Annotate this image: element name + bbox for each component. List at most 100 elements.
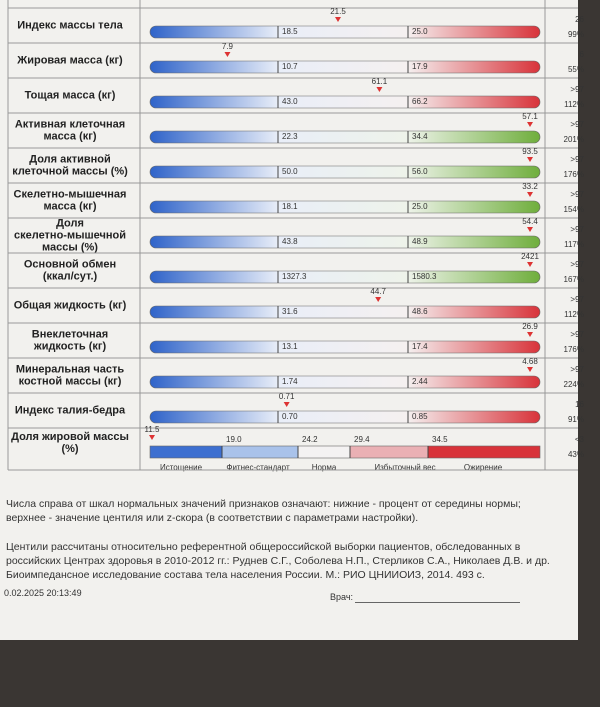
scale-bar bbox=[149, 200, 541, 214]
threshold-label: 29.4 bbox=[354, 435, 370, 444]
scale-bar bbox=[149, 375, 541, 389]
row-label: скелетно-мышечной bbox=[14, 229, 126, 241]
row-label: масса (кг) bbox=[43, 200, 96, 212]
row-label: Доля bbox=[56, 217, 84, 229]
marker bbox=[376, 87, 383, 92]
scale-bar bbox=[149, 410, 541, 424]
row-label: массы (%) bbox=[42, 241, 98, 253]
marker-value: 61.1 bbox=[372, 77, 388, 86]
norm-high-label: 2.44 bbox=[412, 377, 428, 386]
row-label: Общая жидкость (кг) bbox=[14, 299, 127, 311]
marker-value: 2421 bbox=[521, 252, 539, 261]
norm-low-label: 18.1 bbox=[282, 202, 298, 211]
marker bbox=[527, 227, 533, 232]
percent-of-norm: 176% bbox=[564, 170, 584, 179]
marker-value: 7.9 bbox=[222, 42, 234, 51]
fat-segment bbox=[428, 446, 540, 458]
percent-of-norm: 99% bbox=[568, 30, 584, 39]
percent-of-norm: 91% bbox=[568, 415, 584, 424]
scale-bar bbox=[149, 165, 541, 179]
scale-bar bbox=[149, 340, 541, 354]
percentile: >97 bbox=[570, 365, 584, 374]
marker bbox=[335, 17, 341, 22]
marker bbox=[527, 192, 533, 197]
norm-low-label: 1.74 bbox=[282, 377, 298, 386]
marker-value: 11.5 bbox=[145, 425, 161, 434]
category-label: Норма bbox=[312, 463, 337, 472]
percentile: >97 bbox=[570, 330, 584, 339]
threshold-label: 19.0 bbox=[226, 435, 242, 444]
marker bbox=[224, 52, 231, 57]
marker-value: 0.71 bbox=[279, 392, 295, 401]
scale-bar bbox=[149, 130, 541, 144]
percent-of-norm: 201% bbox=[564, 135, 584, 144]
norm-low-label: 22.3 bbox=[282, 132, 298, 141]
doctor: Врач: bbox=[330, 592, 354, 602]
percent-of-norm: 154% bbox=[564, 205, 584, 214]
percentile: 6 bbox=[580, 50, 585, 59]
percentile: >97 bbox=[570, 260, 584, 269]
fat-segment bbox=[298, 446, 350, 458]
norm-high-label: 56.0 bbox=[412, 167, 428, 176]
fat-segment bbox=[150, 446, 222, 458]
marker-value: 93.5 bbox=[522, 147, 538, 156]
percentile: <3 bbox=[575, 435, 585, 444]
row-label: Минеральная часть bbox=[16, 363, 125, 375]
marker-value: 44.7 bbox=[370, 287, 386, 296]
scale-bar bbox=[149, 270, 541, 284]
row-label: жидкость (кг) bbox=[33, 340, 107, 352]
marker-value: 57.1 bbox=[522, 112, 538, 121]
marker bbox=[527, 262, 533, 267]
row-label: Внеклеточная bbox=[32, 328, 108, 340]
marker-value: 54.4 bbox=[522, 217, 538, 226]
row-label: костной массы (кг) bbox=[19, 375, 122, 387]
note: Центили рассчитаны относительно референт… bbox=[6, 541, 550, 581]
threshold-label: 34.5 bbox=[432, 435, 448, 444]
row-label: (ккал/сут.) bbox=[43, 270, 98, 282]
norm-low-label: 13.1 bbox=[282, 342, 298, 351]
percentile: >97 bbox=[570, 120, 584, 129]
row-label: Основной обмен bbox=[24, 258, 116, 270]
percent-of-norm: 176% bbox=[564, 345, 584, 354]
percent-of-norm: 55% bbox=[568, 65, 584, 74]
report-table: Индекс массы тела 18.5 25.0 21.5 26 99% Жирова… bbox=[7, 0, 585, 473]
percentile: >97 bbox=[570, 225, 584, 234]
row-label: Тощая масса (кг) bbox=[25, 89, 116, 101]
marker bbox=[527, 332, 533, 337]
datetime: 0.02.2025 20:13:49 bbox=[4, 588, 82, 598]
norm-high-label: 17.4 bbox=[412, 342, 428, 351]
percent-of-norm: 112% bbox=[564, 310, 584, 319]
fat-segment bbox=[222, 446, 298, 458]
row-label: Скелетно-мышечная bbox=[14, 188, 127, 200]
row-label: клеточной массы (%) bbox=[12, 165, 128, 177]
row-label: (%) bbox=[61, 443, 78, 455]
marker-value: 26.9 bbox=[522, 322, 538, 331]
percentile: 16 bbox=[575, 400, 584, 409]
percentile: >97 bbox=[570, 155, 584, 164]
paper: Индекс массы тела 18.5 25.0 21.5 26 99% Жирова… bbox=[0, 0, 578, 640]
percent-of-norm: 167% bbox=[564, 275, 584, 284]
norm-low-label: 43.8 bbox=[282, 237, 298, 246]
norm-low-label: 1327.3 bbox=[282, 272, 307, 281]
percent-of-norm: 224% bbox=[564, 380, 584, 389]
note: Числа справа от шкал нормальных значений… bbox=[6, 498, 521, 524]
scale-bar bbox=[149, 235, 541, 249]
threshold-label: 24.2 bbox=[302, 435, 318, 444]
marker bbox=[149, 435, 155, 440]
marker-value: 4.68 bbox=[522, 357, 538, 366]
norm-high-label: 48.6 bbox=[412, 307, 428, 316]
marker-value: 21.5 bbox=[330, 7, 346, 16]
norm-high-label: 25.0 bbox=[412, 27, 428, 36]
norm-low-label: 10.7 bbox=[282, 62, 298, 71]
norm-low-label: 50.0 bbox=[282, 167, 298, 176]
scale-bar bbox=[149, 25, 541, 39]
row-label: Доля жировой массы bbox=[11, 431, 129, 443]
category-label: Истощение bbox=[160, 463, 203, 472]
category-label: Избыточный вес bbox=[374, 463, 435, 472]
row-label: Доля активной bbox=[29, 153, 111, 165]
marker-value: 33.2 bbox=[522, 182, 538, 191]
norm-low-label: 0.70 bbox=[282, 412, 298, 421]
norm-high-label: 66.2 bbox=[412, 97, 428, 106]
norm-high-label: 1580.3 bbox=[412, 272, 437, 281]
marker bbox=[375, 297, 382, 302]
